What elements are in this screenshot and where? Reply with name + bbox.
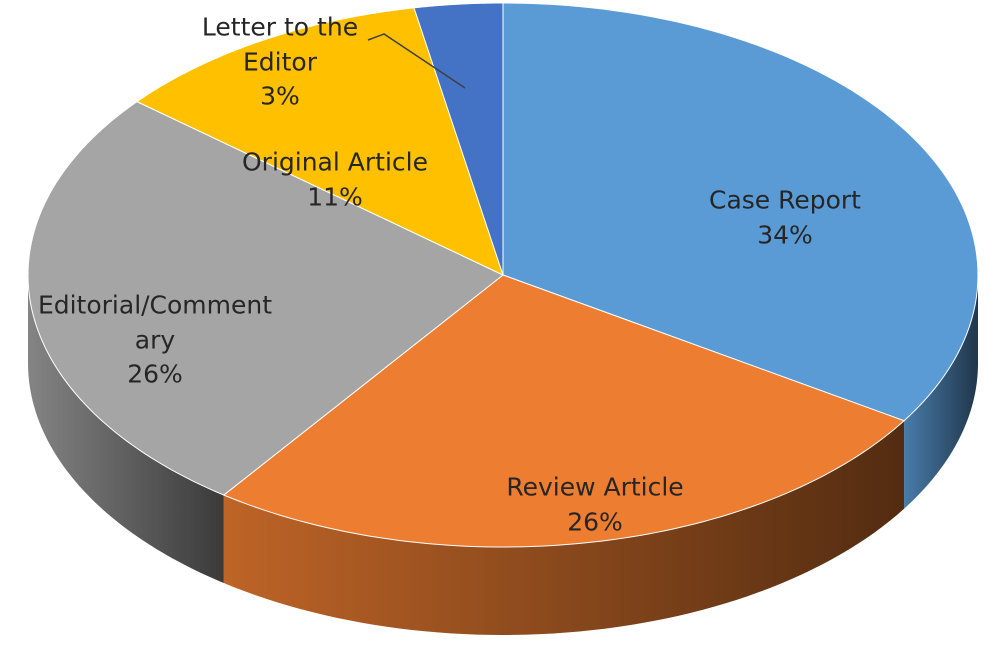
category-label: Case Report — [708, 185, 861, 215]
category-label: Original Article — [242, 147, 428, 177]
slice — [222, 274, 906, 548]
percent-label: 34% — [757, 220, 813, 249]
percent-label: 26% — [567, 507, 623, 536]
slice — [413, 2, 504, 276]
slice — [502, 2, 979, 422]
slice — [136, 7, 504, 276]
percent-label: 11% — [307, 182, 363, 211]
slice — [27, 101, 504, 496]
data-label: Letter to the Editor 3% — [185, 10, 375, 114]
category-label: Editorial/Commentary — [37, 290, 273, 354]
data-label: Original Article 11% — [185, 146, 485, 215]
leader-line — [367, 33, 466, 89]
data-label: Review Article 26% — [445, 471, 745, 540]
slice-side — [28, 275, 224, 584]
percent-label: 26% — [127, 359, 183, 389]
data-label: Case Report 34% — [635, 184, 935, 253]
slice-side — [223, 420, 905, 635]
percent-label: 3% — [260, 81, 300, 111]
slice-side — [904, 275, 978, 509]
category-label: Review Article — [506, 472, 684, 502]
category-label: Letter to the Editor — [201, 12, 359, 76]
data-label: Editorial/Commentary 26% — [33, 288, 278, 392]
